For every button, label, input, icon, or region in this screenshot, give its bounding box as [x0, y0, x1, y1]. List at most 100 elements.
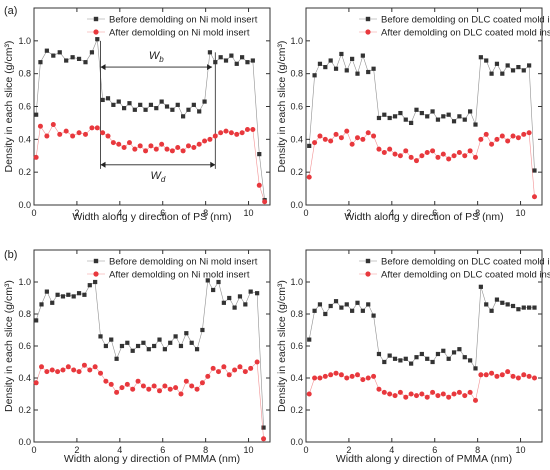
data-point	[240, 55, 245, 60]
data-point	[403, 356, 408, 361]
wd-annotation: Wd	[150, 170, 165, 184]
data-point	[148, 102, 154, 107]
data-point	[323, 65, 328, 70]
data-point	[425, 356, 430, 361]
data-point	[109, 337, 114, 342]
data-point	[55, 369, 61, 375]
x-tick-label: 0	[303, 445, 308, 455]
data-point	[191, 102, 196, 107]
data-point	[468, 358, 473, 363]
data-point	[515, 375, 521, 381]
data-point	[371, 313, 376, 318]
data-point	[39, 302, 44, 307]
x-tick-label: 8	[475, 445, 480, 455]
data-point	[262, 199, 268, 205]
data-point	[110, 140, 116, 146]
data-point	[322, 373, 328, 379]
data-point	[114, 356, 119, 361]
data-point	[430, 389, 436, 395]
series-0	[34, 278, 266, 430]
data-point	[521, 68, 526, 73]
data-point	[387, 146, 393, 152]
chart-panel: 0 2 4 6 8 10 0.0 0.2 0.4 0.6 0.8 1.0 Width along y d…	[276, 7, 550, 223]
data-point	[116, 99, 121, 104]
data-point	[184, 331, 189, 336]
data-point	[456, 389, 462, 395]
data-point	[521, 372, 527, 378]
data-point	[205, 278, 210, 283]
data-point	[500, 71, 505, 76]
data-point	[457, 347, 462, 352]
data-point	[175, 145, 181, 151]
y-axis-label: Density in each slice (g/cm³)	[3, 280, 15, 412]
data-point	[55, 292, 60, 297]
data-point	[354, 135, 360, 141]
data-point	[135, 378, 141, 384]
data-point	[146, 386, 152, 392]
data-point	[202, 138, 208, 144]
data-point	[435, 117, 441, 122]
data-point	[81, 362, 87, 368]
data-point	[261, 436, 267, 442]
data-point	[207, 50, 213, 55]
data-point	[248, 365, 254, 371]
data-point	[228, 130, 234, 136]
data-point	[257, 152, 262, 157]
data-point	[403, 148, 409, 154]
data-point	[510, 133, 516, 139]
data-point	[93, 279, 98, 285]
data-point	[105, 96, 111, 101]
legend-marker	[365, 16, 371, 22]
data-point	[44, 133, 50, 139]
data-point	[484, 58, 489, 63]
y-tick-label: 0.6	[18, 341, 31, 351]
legend-marker	[93, 271, 99, 277]
y-tick-label: 0.0	[290, 200, 303, 210]
data-point	[37, 123, 43, 129]
data-point	[510, 303, 516, 309]
data-point	[312, 140, 318, 146]
data-point	[397, 153, 403, 159]
data-point	[175, 102, 180, 107]
data-point	[152, 343, 157, 349]
y-tick-label: 1.0	[290, 277, 303, 287]
x-tick-label: 6	[160, 445, 165, 455]
data-point	[392, 151, 398, 157]
data-point	[419, 351, 424, 357]
data-point	[124, 381, 130, 387]
data-point	[413, 158, 419, 164]
data-point	[408, 391, 414, 397]
data-point	[526, 373, 532, 379]
data-point	[164, 146, 170, 152]
data-point	[328, 138, 334, 144]
data-point	[71, 367, 77, 373]
series-line	[308, 130, 535, 197]
data-point	[403, 394, 409, 400]
data-point	[371, 373, 377, 379]
data-point	[446, 356, 451, 361]
data-point	[344, 375, 350, 381]
data-point	[333, 66, 339, 71]
data-point	[181, 114, 186, 119]
data-point	[322, 136, 328, 142]
data-point	[307, 143, 312, 148]
data-point	[409, 120, 414, 126]
data-point	[164, 104, 170, 109]
data-point	[408, 154, 414, 160]
data-point	[135, 343, 141, 349]
data-point	[521, 305, 526, 310]
legend-entry: After demolding on Ni mold insert	[87, 270, 250, 281]
data-point	[122, 106, 127, 111]
data-point	[344, 68, 349, 73]
data-point	[462, 153, 468, 159]
data-point	[478, 55, 483, 60]
x-tick-label: 6	[432, 445, 437, 455]
y-tick-label: 0.8	[290, 69, 303, 79]
legend-marker	[93, 29, 99, 35]
data-point	[419, 153, 425, 159]
data-point	[371, 133, 377, 139]
data-point	[387, 115, 392, 121]
data-point	[499, 372, 505, 378]
x-axis-label: Width along y direction of PMMA (nm)	[336, 453, 512, 465]
x-tick-label: 8	[203, 208, 208, 218]
